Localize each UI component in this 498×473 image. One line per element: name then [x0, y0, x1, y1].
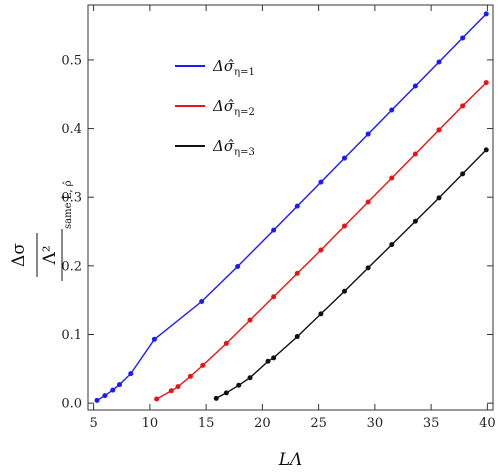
plot-frame: [87, 4, 494, 411]
series-1-point: [460, 35, 466, 41]
series-2-point: [223, 340, 229, 346]
series-2-point: [187, 373, 193, 379]
x-tick-label-10: 10: [142, 416, 159, 431]
series-1-point: [483, 11, 489, 17]
series-2-point: [294, 270, 300, 276]
y-tick-label-0.5: 0.5: [61, 53, 82, 68]
series-3-point: [318, 311, 324, 317]
legend-label-2: Δσ̂η=2: [212, 97, 255, 118]
series-2-point: [412, 151, 418, 157]
series-1-point: [389, 107, 395, 113]
series-3-point: [294, 334, 300, 340]
series-1-point: [235, 264, 241, 270]
series-3-point: [460, 171, 466, 177]
x-axis-label: LΛ: [278, 450, 303, 470]
series-1-point: [294, 203, 300, 209]
series-3-point: [342, 288, 347, 294]
x-tick-label-20: 20: [254, 416, 271, 431]
y-axis-label-subscript: same L̂, ρ̂: [62, 180, 74, 229]
series-2-point: [342, 223, 347, 229]
series-2-point: [483, 80, 489, 86]
series-3-point: [483, 147, 489, 153]
x-tick-label-25: 25: [310, 416, 327, 431]
series-2-point: [168, 388, 174, 394]
series-layer: [94, 11, 489, 403]
legend-label-sub-3: η=3: [234, 147, 255, 158]
series-1-point: [128, 371, 134, 377]
series-2-point: [200, 362, 206, 368]
y-tick-label-0.4: 0.4: [61, 122, 82, 137]
series-1-point: [94, 397, 100, 403]
series-3-point: [389, 242, 395, 248]
series-1-point: [199, 299, 205, 305]
legend-label-main-1: Δσ̂: [212, 57, 235, 75]
series-3-point: [223, 390, 229, 396]
series-line-3: [215, 149, 487, 399]
series-2-point: [271, 294, 277, 300]
legend-label-sub-2: η=2: [234, 107, 255, 118]
series-1-point: [102, 393, 108, 399]
x-tick-label-5: 5: [89, 416, 97, 431]
y-axis-label-denominator: Λ²: [40, 245, 60, 265]
x-tick-label-15: 15: [198, 416, 215, 431]
legend-label-sub-1: η=1: [234, 67, 255, 78]
series-2-point: [365, 199, 371, 205]
series-3-point: [271, 355, 277, 361]
x-tick-label-40: 40: [479, 416, 496, 431]
x-tick-label-35: 35: [423, 416, 440, 431]
x-tick-label-30: 30: [367, 416, 384, 431]
y-tick-label-0.1: 0.1: [61, 328, 82, 343]
legend-label-1: Δσ̂η=1: [212, 57, 255, 78]
series-3-point: [236, 382, 242, 388]
series-3-point: [213, 395, 219, 401]
series-2-point: [175, 384, 181, 390]
series-2-point: [318, 247, 324, 253]
y-tick-label-0.2: 0.2: [61, 259, 82, 274]
series-3-point: [247, 375, 253, 381]
series-1-point: [271, 227, 277, 233]
series-1-point: [412, 83, 418, 89]
y-tick-label-0.0: 0.0: [61, 397, 82, 412]
y-axis-label-numerator: Δσ: [9, 243, 29, 267]
ticks-layer: 5 10 15 20 25 30 35 40 0.0 0.1 0.2 0.3 0.4 0.5: [61, 5, 496, 431]
legend: Δσ̂η=1Δσ̂η=2Δσ̂η=3: [175, 57, 255, 158]
series-1-point: [117, 382, 122, 388]
series-3-point: [412, 218, 418, 224]
series-2-point: [389, 175, 395, 181]
legend-label-main-3: Δσ̂: [212, 137, 235, 155]
y-axis-label: Δσ Λ² same L̂, ρ̂: [9, 180, 74, 281]
series-3-point: [365, 265, 371, 271]
series-2-point: [247, 317, 253, 323]
series-3-point: [265, 358, 271, 364]
series-1-point: [436, 59, 442, 65]
series-1-point: [151, 336, 157, 342]
series-2-point: [436, 127, 442, 133]
series-3-point: [436, 195, 442, 201]
legend-label-3: Δσ̂η=3: [212, 137, 255, 158]
series-1-point: [365, 131, 371, 137]
series-1-point: [110, 387, 116, 393]
y-tick-label-0.3: 0.3: [61, 191, 82, 206]
legend-label-main-2: Δσ̂: [212, 97, 235, 115]
series-2-point: [460, 103, 466, 109]
series-1-point: [318, 179, 324, 185]
series-1-point: [342, 155, 347, 161]
series-2-point: [154, 396, 160, 402]
